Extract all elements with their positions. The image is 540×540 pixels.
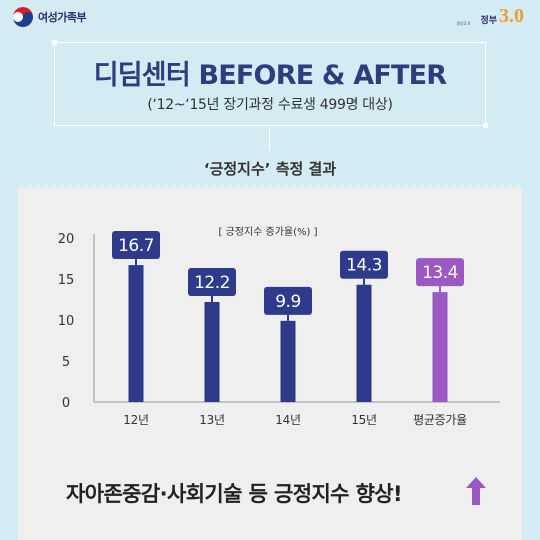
data-label-box (416, 258, 464, 287)
data-label: 12.2 (194, 273, 230, 293)
connector-line (269, 128, 270, 150)
gov30-small-text: 정부3.0 (456, 21, 471, 26)
data-label: 16.7 (118, 236, 154, 256)
taegeuk-emblem-icon (13, 7, 33, 27)
up-arrow-icon (466, 477, 486, 505)
data-label: 14.3 (346, 256, 382, 276)
bar (280, 320, 296, 402)
main-title: 디딤센터 BEFORE & AFTER (93, 60, 447, 91)
y-tick-label: 10 (58, 314, 75, 329)
data-label: 9.9 (275, 292, 301, 312)
data-label-box (340, 250, 388, 279)
gov30-logo: 정부3.0 정부 3.0 (456, 6, 524, 26)
bar (432, 292, 448, 402)
x-tick-label: 12년 (123, 413, 148, 427)
y-tick-label: 15 (58, 273, 75, 288)
sub-title: (‘12~‘15년 장기과정 수료생 499명 대상) (147, 97, 393, 113)
bar (128, 265, 144, 402)
ministry-logo: 여성가족부 (12, 6, 87, 28)
conclusion-text: 자아존중감·사회기술 등 긍정지수 향상! (66, 482, 403, 506)
y-tick-label: 5 (62, 355, 70, 370)
data-label-box (112, 231, 160, 260)
bar (204, 301, 220, 402)
title-box: 디딤센터 BEFORE & AFTER (‘12~‘15년 장기과정 수료생 4… (52, 40, 488, 128)
x-tick-label: 평균증가율 (413, 413, 467, 427)
y-tick-label: 0 (62, 396, 70, 411)
data-label: 13.4 (422, 263, 458, 283)
y-tick-label: 20 (58, 232, 75, 247)
gov30-number: 3.0 (499, 5, 524, 27)
chart-title: [ 긍정지수 증가율(%) ] (218, 226, 317, 238)
section-title: ‘긍정지수’ 측정 결과 (203, 160, 337, 178)
data-label-box (264, 286, 312, 315)
data-label-box (188, 267, 236, 296)
x-tick-label: 15년 (351, 413, 376, 427)
ministry-name: 여성가족부 (38, 11, 87, 24)
x-tick-label: 13년 (199, 413, 224, 427)
gov30-text: 정부 (480, 16, 497, 26)
bar (356, 284, 372, 402)
x-tick-label: 14년 (275, 413, 300, 427)
